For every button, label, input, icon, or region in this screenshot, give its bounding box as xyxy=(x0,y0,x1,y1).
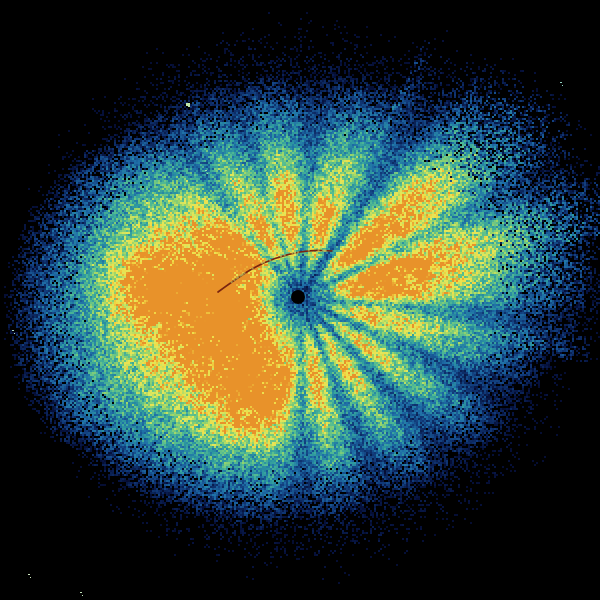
visualization-stage xyxy=(0,0,600,600)
radial-burst-heatmap-canvas xyxy=(0,0,600,600)
